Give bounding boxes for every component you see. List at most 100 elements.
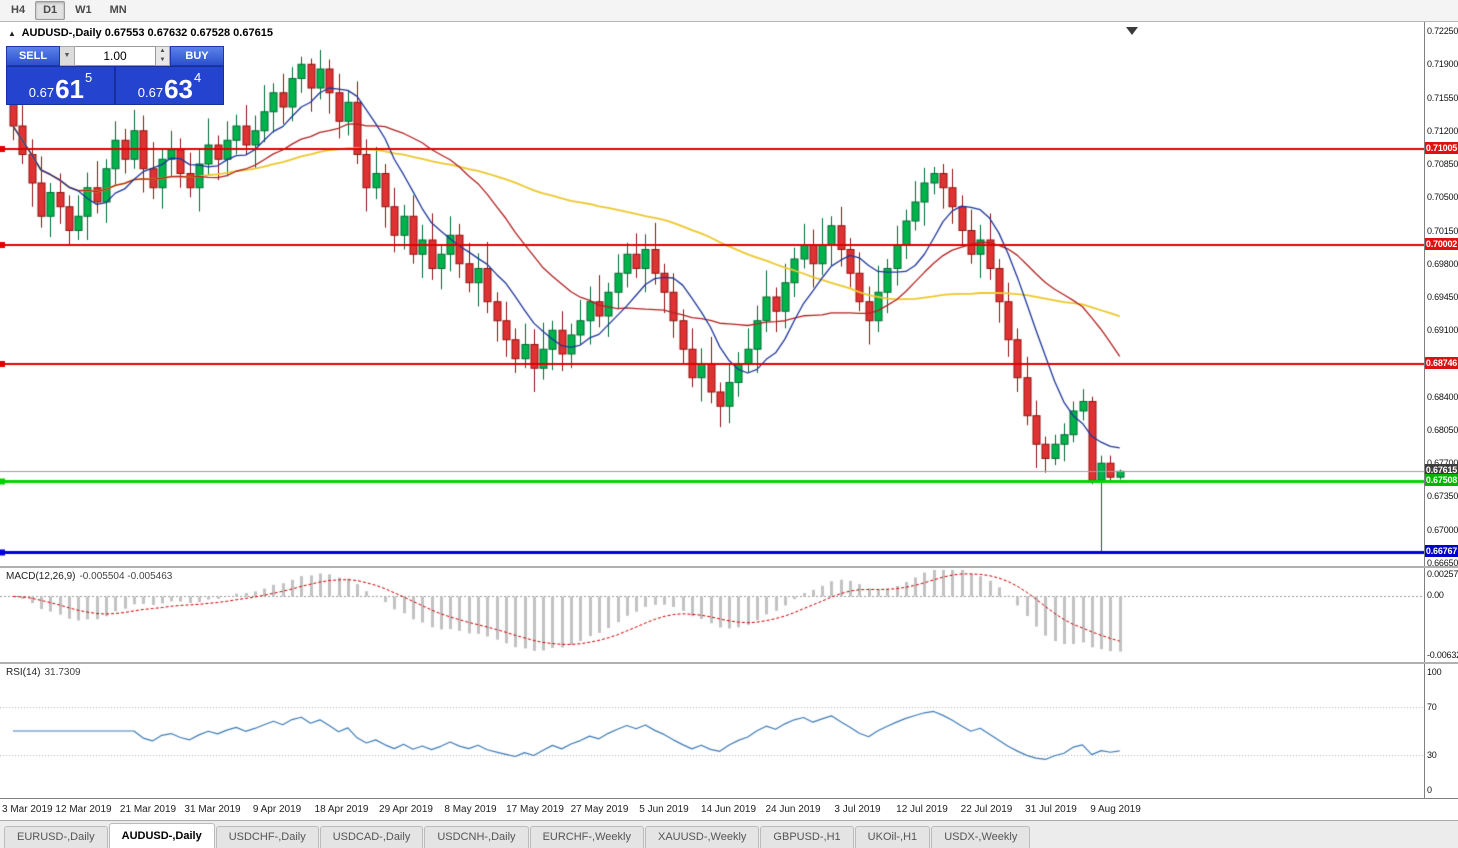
price-level-badge[interactable]: 0.66767	[1425, 544, 1458, 557]
rsi-axis-label: 0	[1427, 785, 1432, 795]
macd-name: MACD(12,26,9)	[6, 571, 76, 582]
date-axis-label: 8 May 2019	[444, 804, 497, 815]
date-axis-label: 31 Jul 2019	[1025, 804, 1077, 815]
price-axis-label: 0.68050	[1427, 424, 1458, 435]
date-axis-label: 12 Mar 2019	[55, 804, 112, 815]
price-level-badge[interactable]: 0.71005	[1425, 142, 1458, 155]
price-axis-label: 0.71550	[1427, 92, 1458, 103]
chart-tab-eurusd-daily[interactable]: EURUSD-,Daily	[4, 826, 108, 848]
volume-step-down-icon[interactable]: ▼	[156, 56, 169, 65]
date-axis-label: 27 May 2019	[570, 804, 629, 815]
buy-button[interactable]: BUY	[170, 46, 224, 66]
macd-values: -0.005504 -0.005463	[79, 571, 173, 582]
chart-tab-usdcnh-daily[interactable]: USDCNH-,Daily	[424, 826, 529, 848]
price-axis-label: 0.67700	[1427, 458, 1458, 469]
sell-button[interactable]: SELL	[6, 46, 60, 66]
chart-tab-gbpusd-h1[interactable]: GBPUSD-,H1	[760, 826, 854, 848]
pane-splitter[interactable]	[0, 566, 1458, 568]
macd-indicator-pane: MACD(12,26,9) -0.005504 -0.005463	[0, 568, 1424, 662]
price-axis-label: 0.72250	[1427, 26, 1458, 37]
chart-ohlc-values: 0.67553 0.67632 0.67528 0.67615	[104, 27, 273, 39]
price-axis-label: 0.70500	[1427, 192, 1458, 203]
price-axis[interactable]: 0.72250 0.71900 0.71550 0.71200 0.70850 0.705…	[1424, 22, 1458, 568]
sell-price-big-digits: 61	[55, 74, 84, 104]
sell-price-display[interactable]: 0.67 61 5	[7, 67, 114, 104]
chart-tab-usdx-weekly[interactable]: USDX-,Weekly	[931, 826, 1031, 848]
date-axis-label: 12 Jul 2019	[896, 804, 948, 815]
macd-axis-label: 0.00	[1427, 590, 1444, 601]
price-axis-label: 0.69800	[1427, 258, 1458, 269]
volume-step-up-icon[interactable]: ▲	[156, 47, 169, 56]
macd-canvas[interactable]	[0, 568, 1424, 662]
date-axis-label: 31 Mar 2019	[184, 804, 241, 815]
volume-stepper[interactable]: ▲ ▼	[156, 46, 170, 66]
price-axis-label: 0.67350	[1427, 491, 1458, 502]
pane-splitter[interactable]	[0, 662, 1458, 664]
rsi-axis-label: 100	[1427, 667, 1442, 677]
price-axis-label: 0.71200	[1427, 125, 1458, 136]
one-click-panel-toggle-icon[interactable]: ▲	[8, 29, 16, 38]
rsi-axis[interactable]: 100 70 30 0	[1424, 664, 1458, 798]
price-axis-label: 0.66650	[1427, 557, 1458, 568]
date-axis-label: 5 Jun 2019	[639, 804, 689, 815]
chart-tab-eurchf-weekly[interactable]: EURCHF-,Weekly	[529, 826, 644, 848]
date-axis[interactable]: 3 Mar 2019 12 Mar 2019 21 Mar 2019 31 Mar 2…	[0, 798, 1458, 820]
date-axis-label: 24 Jun 2019	[765, 804, 821, 815]
price-axis-label: 0.68400	[1427, 391, 1458, 402]
rsi-indicator-pane: RSI(14) 31.7309	[0, 664, 1424, 798]
rsi-axis-label: 70	[1427, 702, 1437, 713]
macd-axis-label: -0.00632	[1427, 650, 1458, 660]
volume-dropdown-button[interactable]: ▼	[60, 46, 75, 66]
macd-axis[interactable]: 0.002574 0.00 -0.00632	[1424, 568, 1458, 662]
macd-indicator-label: MACD(12,26,9) -0.005504 -0.005463	[6, 571, 172, 582]
timeframe-button-h4[interactable]: H4	[11, 4, 26, 16]
price-level-badge[interactable]: 0.70002	[1425, 237, 1458, 250]
rsi-indicator-label: RSI(14) 31.7309	[6, 667, 81, 678]
volume-input[interactable]	[75, 46, 156, 66]
rsi-canvas[interactable]	[0, 664, 1424, 798]
date-axis-label: 3 Mar 2019	[2, 804, 53, 815]
sell-price-prefix: 0.67	[28, 85, 55, 100]
current-price-badge[interactable]: 0.67615	[1425, 464, 1458, 477]
date-axis-label: 9 Apr 2019	[252, 804, 302, 815]
timeframe-button-d1[interactable]: D1	[35, 1, 66, 20]
rsi-axis-label: 30	[1427, 749, 1437, 760]
buy-price-big-digits: 63	[164, 74, 193, 104]
rsi-name: RSI(14)	[6, 667, 41, 678]
date-axis-label: 17 May 2019	[506, 804, 564, 815]
macd-axis-label: 0.002574	[1427, 569, 1458, 579]
timeframe-button-w1[interactable]: W1	[75, 4, 92, 16]
chart-tab-usdchf-daily[interactable]: USDCHF-,Daily	[215, 826, 319, 848]
sell-price-pipette: 5	[85, 70, 93, 85]
date-axis-label: 9 Aug 2019	[1090, 804, 1141, 815]
price-chart-pane: ▲ AUDUSD-,Daily 0.67553 0.67632 0.67528 …	[0, 22, 1424, 566]
buy-price-pipette: 4	[194, 70, 202, 85]
buy-price-display[interactable]: 0.67 63 4	[116, 67, 223, 104]
price-level-badge[interactable]: 0.67508	[1425, 474, 1458, 487]
price-axis-label: 0.70850	[1427, 159, 1458, 169]
price-axis-label: 0.69100	[1427, 325, 1458, 336]
timeframe-button-mn[interactable]: MN	[109, 4, 127, 16]
price-level-badge[interactable]: 0.68746	[1425, 356, 1458, 369]
date-axis-label: 21 Mar 2019	[119, 804, 177, 815]
price-axis-label: 0.69450	[1427, 291, 1458, 302]
buy-price-prefix: 0.67	[137, 85, 164, 100]
timeframe-toolbar: H4 D1 W1 MN	[0, 0, 1458, 22]
chart-tab-ukoil-h1[interactable]: UKOil-,H1	[854, 826, 931, 848]
date-axis-label: 14 Jun 2019	[700, 804, 757, 815]
chart-tab-bar: EURUSD-,Daily AUDUSD-,Daily USDCHF-,Daily U…	[0, 820, 1458, 848]
one-click-trading-panel: SELL ▼ ▲ ▼ BUY 0.67 61 5 0.67 63 4	[6, 46, 224, 105]
chart-shift-marker-icon[interactable]	[1126, 27, 1138, 35]
chart-tab-usdcad-daily[interactable]: USDCAD-,Daily	[319, 826, 424, 848]
price-axis-label: 0.71900	[1427, 59, 1458, 70]
chart-tab-xauusd-weekly[interactable]: XAUUSD-,Weekly	[644, 826, 760, 848]
price-axis-label: 0.67000	[1427, 524, 1458, 535]
date-axis-label: 29 Apr 2019	[379, 804, 433, 815]
chart-symbol-label: AUDUSD-,Daily	[21, 27, 102, 39]
chart-tab-audusd-daily[interactable]: AUDUSD-,Daily	[108, 823, 215, 848]
rsi-value: 31.7309	[44, 667, 81, 678]
main-chart-canvas[interactable]	[0, 22, 1424, 566]
date-axis-label: 22 Jul 2019	[960, 804, 1013, 815]
chart-title: ▲ AUDUSD-,Daily 0.67553 0.67632 0.67528 …	[8, 27, 273, 39]
